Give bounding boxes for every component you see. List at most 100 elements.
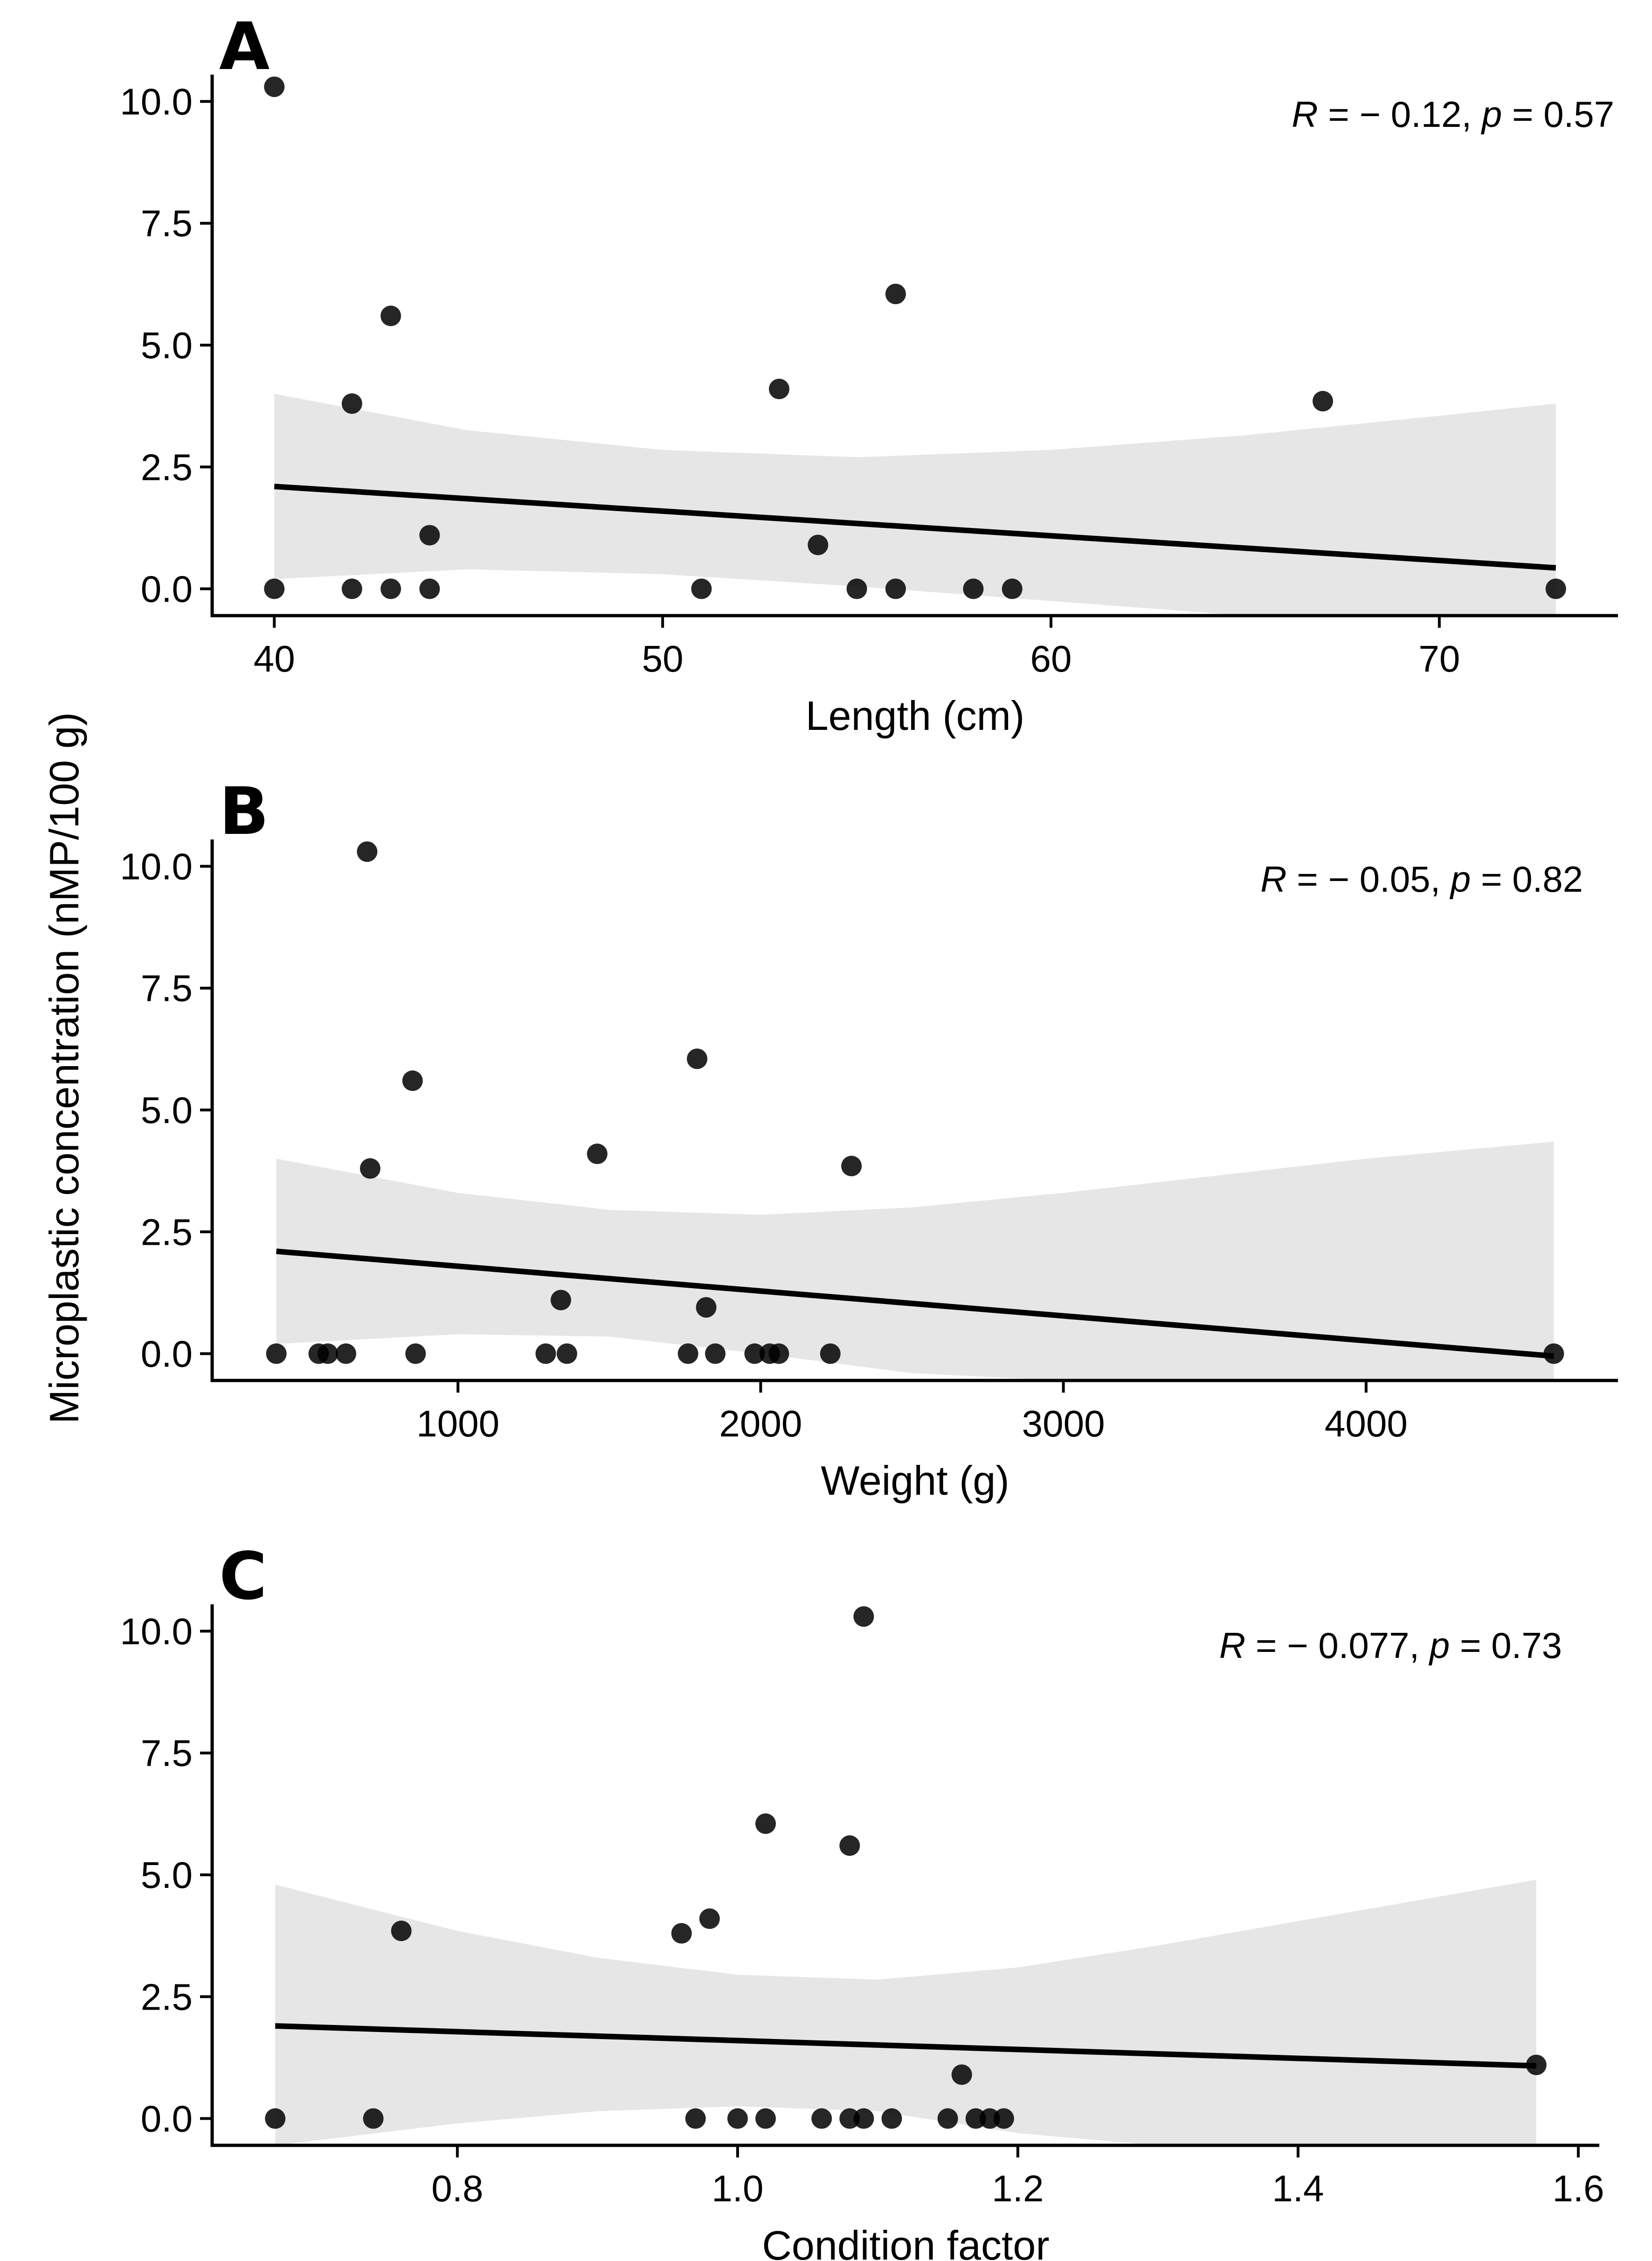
confidence-band [276,1141,1554,1380]
data-point [811,2108,832,2129]
data-point [357,841,378,862]
data-point [685,2108,706,2129]
data-point [556,1343,577,1364]
x-tick-label: 1.2 [992,2168,1044,2209]
data-point [699,1908,720,1929]
correlation-annotation: R = − 0.12, p = 0.57 [1292,94,1614,135]
data-point [335,1343,356,1364]
data-point [853,1606,874,1627]
data-point [691,578,712,599]
data-point [359,1158,380,1179]
x-tick-label: 50 [642,638,684,680]
x-tick-label: 0.8 [431,2168,483,2209]
panel-letter: B [219,774,269,850]
data-point [363,2108,384,2129]
y-tick-label: 7.5 [141,203,193,244]
x-tick-label: 1000 [416,1403,499,1444]
data-point [419,525,440,546]
data-point [671,1923,692,1944]
y-tick-label: 7.5 [141,1733,193,1774]
data-point [264,76,285,97]
x-tick-label: 3000 [1022,1403,1105,1444]
regression-line [275,2023,1536,2069]
y-tick-label: 0.0 [141,2098,193,2140]
panel-b: 0.0 2.5 5.0 7.5 10.0 1000 2000 3000 4000 Weight (… [120,774,1618,1504]
data-point [1313,391,1334,412]
x-tick-label: 2000 [719,1403,802,1444]
x-axis-label: Weight (g) [821,1457,1009,1504]
data-point [341,578,362,599]
data-point [402,1070,423,1091]
data-point [1543,1343,1564,1364]
data-point [687,1048,708,1069]
x-tick-label: 60 [1030,638,1072,680]
regression-line [276,1248,1554,1359]
confidence-band [274,394,1556,616]
data-point [1545,578,1566,599]
y-tick-label: 5.0 [141,1089,193,1131]
y-tick-label: 7.5 [141,968,193,1009]
y-tick-label: 2.5 [141,1976,193,2018]
data-point [808,534,829,555]
data-point [535,1343,556,1364]
correlation-annotation: R = − 0.077, p = 0.73 [1219,1625,1562,1666]
data-point [755,2108,776,2129]
data-point [380,578,401,599]
x-tick-label: 1.0 [712,2168,763,2209]
shared-y-axis-label: Microplastic concentration (nMP/100 g) [41,712,87,1424]
correlation-annotation: R = − 0.05, p = 0.82 [1260,859,1583,900]
data-point [1002,578,1023,599]
data-point [755,1813,776,1834]
data-point [885,284,906,305]
data-point [705,1343,726,1364]
data-point [550,1290,571,1311]
y-tick-label: 0.0 [141,1333,193,1375]
data-point [318,1343,339,1364]
data-point [963,578,984,599]
data-point [266,1343,287,1364]
data-point [1526,2054,1547,2075]
x-tick-label: 1.6 [1552,2168,1604,2209]
panel-letter: A [219,9,270,85]
x-axis-label: Length (cm) [806,693,1025,739]
data-point [380,305,401,326]
data-point [405,1343,426,1364]
data-point [937,2108,958,2129]
x-axis-label: Condition factor [762,2222,1049,2261]
data-point [587,1144,608,1165]
y-tick-label: 10.0 [120,81,193,122]
y-tick-label: 10.0 [120,1610,193,1652]
data-point [727,2108,748,2129]
data-point [265,2108,286,2129]
data-point [768,379,789,400]
data-point [391,1921,412,1942]
panel-letter: C [219,1539,267,1615]
data-point [846,578,867,599]
y-tick-label: 10.0 [120,846,193,887]
data-point [744,1343,765,1364]
y-tick-label: 2.5 [141,446,193,488]
y-tick-label: 2.5 [141,1211,193,1253]
data-point [839,1835,860,1856]
data-point [853,2108,874,2129]
x-tick-label: 40 [254,638,295,680]
x-tick-label: 1.4 [1272,2168,1324,2209]
data-point [951,2064,972,2085]
panel-c: 0.0 2.5 5.0 7.5 10.0 0.8 1.0 1.2 1.4 1.6 Condition… [120,1539,1604,2261]
data-point [768,1343,789,1364]
y-tick-label: 0.0 [141,569,193,610]
data-point [419,578,440,599]
data-point [341,393,362,414]
data-point [677,1343,698,1364]
y-tick-label: 5.0 [141,325,193,366]
data-point [696,1297,717,1318]
y-tick-label: 5.0 [141,1854,193,1896]
x-tick-label: 4000 [1325,1403,1408,1444]
panel-a: 0.0 2.5 5.0 7.5 10.0 40 50 60 70 Length (cm) A R = … [120,9,1618,739]
data-point [841,1156,862,1177]
panels: 0.0 2.5 5.0 7.5 10.0 40 50 60 70 Length (cm) A R = … [120,9,1618,2261]
data-point [264,578,285,599]
regression-line [274,484,1556,571]
data-point [881,2108,902,2129]
